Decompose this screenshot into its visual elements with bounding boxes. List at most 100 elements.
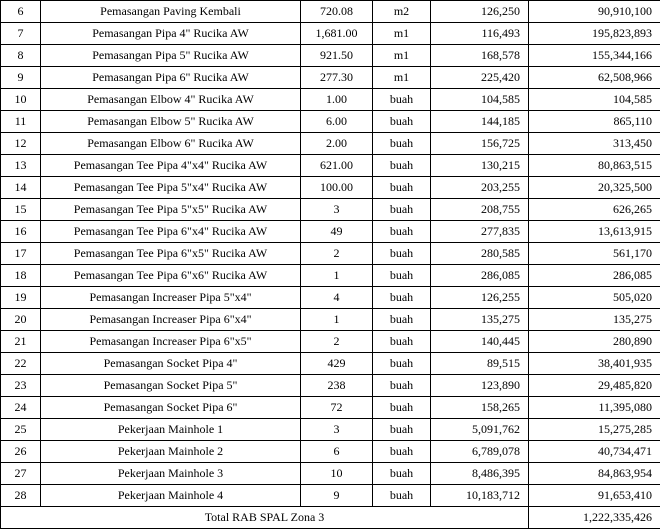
row-subtotal: 505,020	[529, 287, 660, 309]
row-unit: m2	[373, 1, 431, 23]
table-row: 26Pekerjaan Mainhole 26buah6,789,07840,7…	[1, 441, 660, 463]
row-no: 19	[1, 287, 41, 309]
row-qty: 1,681.00	[301, 23, 373, 45]
table-row: 27Pekerjaan Mainhole 310buah8,486,39584,…	[1, 463, 660, 485]
row-subtotal: 15,275,285	[529, 419, 660, 441]
row-qty: 277.30	[301, 67, 373, 89]
row-desc: Pemasangan Increaser Pipa 6"x5"	[41, 331, 301, 353]
row-qty: 9	[301, 485, 373, 507]
row-unit: buah	[373, 177, 431, 199]
row-unit-price: 168,578	[431, 45, 529, 67]
table-row: 28Pekerjaan Mainhole 49buah10,183,71291,…	[1, 485, 660, 507]
row-no: 27	[1, 463, 41, 485]
row-subtotal: 195,823,893	[529, 23, 660, 45]
row-no: 10	[1, 89, 41, 111]
row-unit-price: 158,265	[431, 397, 529, 419]
row-subtotal: 90,910,100	[529, 1, 660, 23]
row-subtotal: 11,395,080	[529, 397, 660, 419]
row-no: 14	[1, 177, 41, 199]
row-unit: buah	[373, 133, 431, 155]
row-unit: buah	[373, 89, 431, 111]
row-subtotal: 20,325,500	[529, 177, 660, 199]
row-subtotal: 865,110	[529, 111, 660, 133]
row-unit: buah	[373, 397, 431, 419]
row-qty: 921.50	[301, 45, 373, 67]
row-unit: buah	[373, 485, 431, 507]
table-row: 11Pemasangan Elbow 5" Rucika AW6.00buah1…	[1, 111, 660, 133]
row-unit-price: 104,585	[431, 89, 529, 111]
row-subtotal: 38,401,935	[529, 353, 660, 375]
table-row: 25Pekerjaan Mainhole 13buah5,091,76215,2…	[1, 419, 660, 441]
row-desc: Pemasangan Elbow 4" Rucika AW	[41, 89, 301, 111]
row-unit: buah	[373, 309, 431, 331]
row-qty: 1	[301, 309, 373, 331]
row-qty: 72	[301, 397, 373, 419]
row-no: 6	[1, 1, 41, 23]
row-subtotal: 561,170	[529, 243, 660, 265]
row-subtotal: 40,734,471	[529, 441, 660, 463]
row-desc: Pemasangan Tee Pipa 5"x4" Rucika AW	[41, 177, 301, 199]
row-desc: Pekerjaan Mainhole 3	[41, 463, 301, 485]
row-unit: buah	[373, 265, 431, 287]
row-no: 28	[1, 485, 41, 507]
row-unit: buah	[373, 111, 431, 133]
row-unit-price: 130,215	[431, 155, 529, 177]
row-subtotal: 29,485,820	[529, 375, 660, 397]
table-row: 15Pemasangan Tee Pipa 5"x5" Rucika AW3bu…	[1, 199, 660, 221]
table-row: 8Pemasangan Pipa 5" Rucika AW921.50m1168…	[1, 45, 660, 67]
table-row: 7Pemasangan Pipa 4" Rucika AW1,681.00m11…	[1, 23, 660, 45]
row-qty: 621.00	[301, 155, 373, 177]
row-unit: buah	[373, 243, 431, 265]
row-desc: Pemasangan Increaser Pipa 6"x4"	[41, 309, 301, 331]
row-unit-price: 225,420	[431, 67, 529, 89]
table-row: 16Pemasangan Tee Pipa 6"x4" Rucika AW49b…	[1, 221, 660, 243]
row-qty: 3	[301, 419, 373, 441]
row-unit-price: 203,255	[431, 177, 529, 199]
row-unit-price: 280,585	[431, 243, 529, 265]
row-no: 16	[1, 221, 41, 243]
row-unit: buah	[373, 221, 431, 243]
table-row: 21Pemasangan Increaser Pipa 6"x5"2buah14…	[1, 331, 660, 353]
row-qty: 4	[301, 287, 373, 309]
row-subtotal: 80,863,515	[529, 155, 660, 177]
row-desc: Pemasangan Elbow 6" Rucika AW	[41, 133, 301, 155]
row-unit: buah	[373, 441, 431, 463]
row-qty: 1	[301, 265, 373, 287]
row-unit: buah	[373, 155, 431, 177]
row-desc: Pemasangan Tee Pipa 6"x4" Rucika AW	[41, 221, 301, 243]
row-no: 18	[1, 265, 41, 287]
row-unit-price: 89,515	[431, 353, 529, 375]
total-value: 1,222,335,426	[529, 507, 660, 529]
row-unit-price: 10,183,712	[431, 485, 529, 507]
row-unit-price: 208,755	[431, 199, 529, 221]
row-desc: Pemasangan Elbow 5" Rucika AW	[41, 111, 301, 133]
table-row: 9Pemasangan Pipa 6" Rucika AW277.30m1225…	[1, 67, 660, 89]
row-subtotal: 62,508,966	[529, 67, 660, 89]
row-desc: Pemasangan Tee Pipa 6"x6" Rucika AW	[41, 265, 301, 287]
row-qty: 238	[301, 375, 373, 397]
row-unit: m1	[373, 67, 431, 89]
row-desc: Pemasangan Tee Pipa 5"x5" Rucika AW	[41, 199, 301, 221]
row-qty: 2	[301, 243, 373, 265]
row-desc: Pemasangan Tee Pipa 6"x5" Rucika AW	[41, 243, 301, 265]
row-qty: 2.00	[301, 133, 373, 155]
table-row: 17Pemasangan Tee Pipa 6"x5" Rucika AW2bu…	[1, 243, 660, 265]
row-subtotal: 13,613,915	[529, 221, 660, 243]
row-no: 20	[1, 309, 41, 331]
row-unit-price: 126,250	[431, 1, 529, 23]
row-qty: 2	[301, 331, 373, 353]
row-unit-price: 286,085	[431, 265, 529, 287]
row-unit-price: 140,445	[431, 331, 529, 353]
row-no: 11	[1, 111, 41, 133]
row-unit-price: 116,493	[431, 23, 529, 45]
row-no: 25	[1, 419, 41, 441]
total-row: Total RAB SPAL Zona 31,222,335,426	[1, 507, 660, 529]
table-row: 13Pemasangan Tee Pipa 4"x4" Rucika AW621…	[1, 155, 660, 177]
row-unit-price: 5,091,762	[431, 419, 529, 441]
row-unit: buah	[373, 419, 431, 441]
row-qty: 6.00	[301, 111, 373, 133]
row-subtotal: 104,585	[529, 89, 660, 111]
row-desc: Pemasangan Increaser Pipa 5"x4"	[41, 287, 301, 309]
row-desc: Pekerjaan Mainhole 2	[41, 441, 301, 463]
row-unit: buah	[373, 287, 431, 309]
